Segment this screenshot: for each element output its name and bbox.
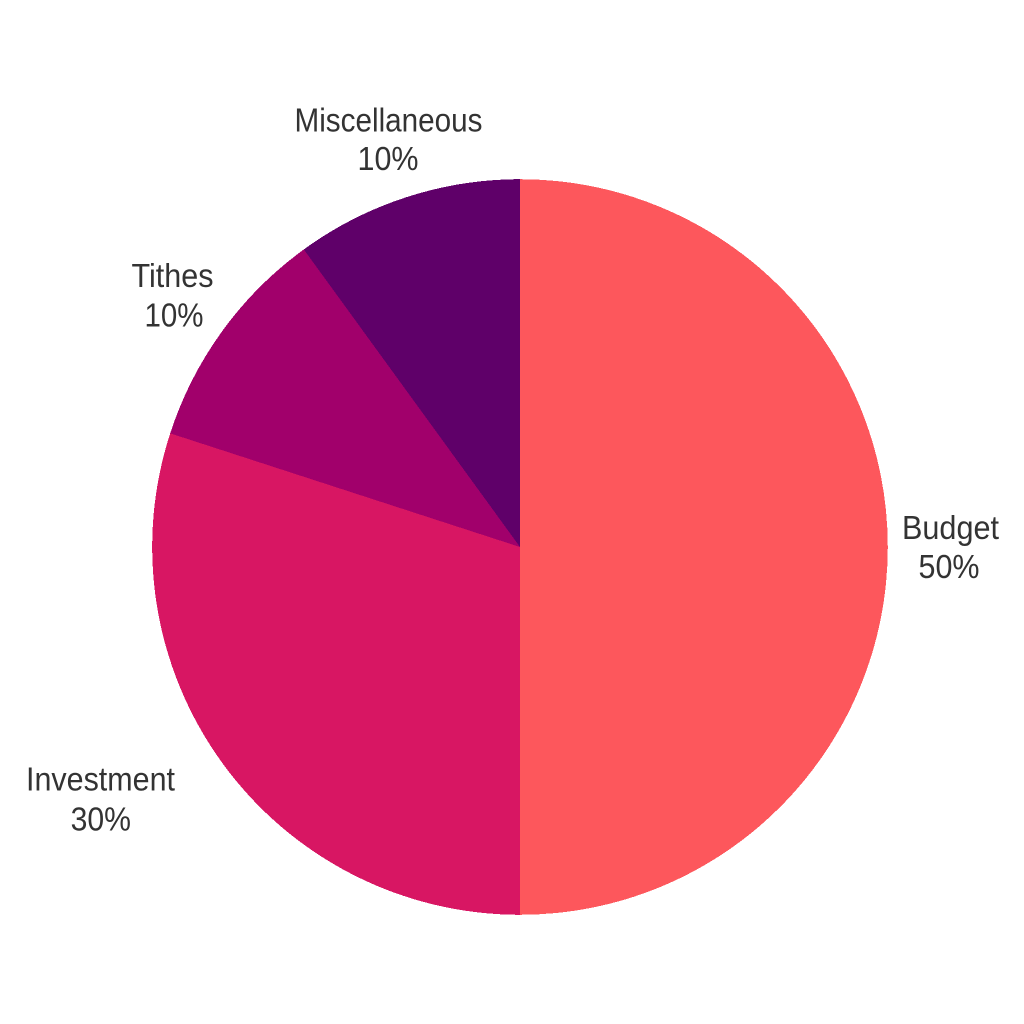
svg-text:Investment: Investment <box>26 761 175 798</box>
svg-text:10%: 10% <box>145 297 204 334</box>
svg-text:Budget: Budget <box>902 509 999 546</box>
svg-text:10%: 10% <box>358 140 419 177</box>
svg-text:50%: 50% <box>919 548 980 585</box>
svg-text:Tithes: Tithes <box>132 257 214 294</box>
svg-text:Miscellaneous: Miscellaneous <box>295 102 483 139</box>
svg-text:30%: 30% <box>71 801 131 838</box>
